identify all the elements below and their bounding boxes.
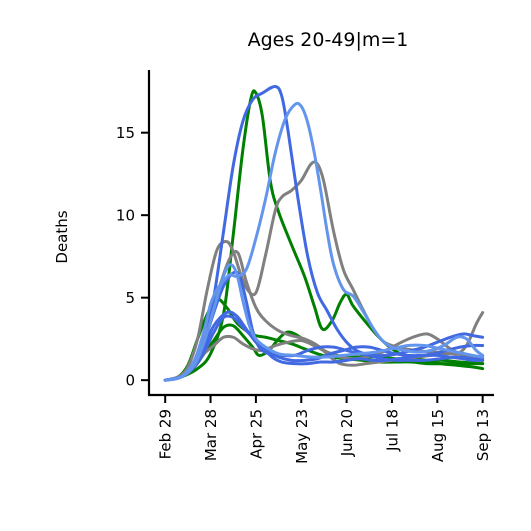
y-tick-label: 5 [125, 289, 135, 307]
x-tick-label: Aug 15 [429, 409, 447, 462]
x-tick-label: Apr 25 [247, 409, 265, 459]
y-tick-label: 10 [116, 207, 135, 225]
chart-title: Ages 20-49|m=1 [248, 29, 409, 51]
series-line-7 [163, 84, 485, 382]
series-line-12 [163, 263, 485, 382]
x-tick-label: Mar 28 [202, 409, 220, 461]
x-tick-label: Sep 13 [474, 409, 492, 461]
y-axis-label: Deaths [53, 210, 71, 263]
x-tick-label: Jul 18 [383, 409, 401, 452]
series-line-10 [163, 314, 485, 382]
y-axis-ticks: 0 5 10 15 [116, 124, 149, 390]
x-tick-label: Jun 20 [338, 409, 356, 457]
x-axis-ticks: Feb 29 Mar 28 Apr 25 May 23 Jun 20 Jul 18 Aug … [157, 395, 492, 464]
x-tick-label: May 23 [293, 409, 311, 464]
series-layer [163, 84, 485, 382]
x-tick-label: Feb 29 [157, 409, 175, 459]
y-tick-label: 15 [116, 124, 135, 142]
y-tick-label: 0 [125, 372, 135, 390]
